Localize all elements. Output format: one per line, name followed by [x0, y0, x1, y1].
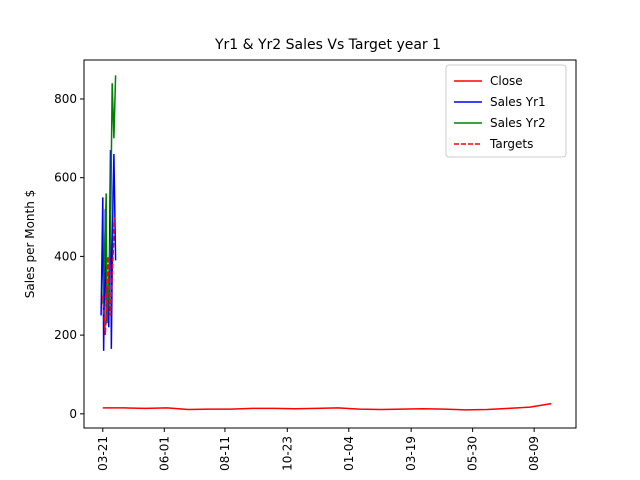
x-tick-label: 08-09	[527, 436, 541, 471]
line-series	[102, 217, 116, 336]
x-tick-label: 03-19	[404, 436, 418, 471]
line-series	[102, 402, 552, 411]
x-tick-label: 01-04	[342, 436, 356, 471]
line-series	[100, 150, 117, 351]
legend-label: Sales Yr2	[490, 116, 546, 130]
y-tick-label: 600	[54, 171, 77, 185]
y-tick-label: 200	[54, 328, 77, 342]
legend-label: Close	[490, 74, 523, 88]
y-tick-label: 400	[54, 249, 77, 263]
x-tick-label: 05-30	[466, 436, 480, 471]
x-tick-label: 08-11	[218, 436, 232, 471]
y-axis-label: Sales per Month $	[23, 190, 37, 299]
x-tick-label: 06-01	[157, 436, 171, 471]
plot-frame	[83, 59, 577, 429]
legend-label: Sales Yr1	[490, 95, 546, 109]
legend-box	[445, 64, 567, 158]
x-tick-label: 10-23	[280, 436, 294, 471]
x-tick-label: 03-21	[96, 436, 110, 471]
legend-label: Targets	[489, 137, 533, 151]
chart-title: Yr1 & Yr2 Sales Vs Target year 1	[214, 37, 441, 53]
y-tick-label: 0	[69, 407, 77, 421]
y-tick-label: 800	[54, 92, 77, 106]
